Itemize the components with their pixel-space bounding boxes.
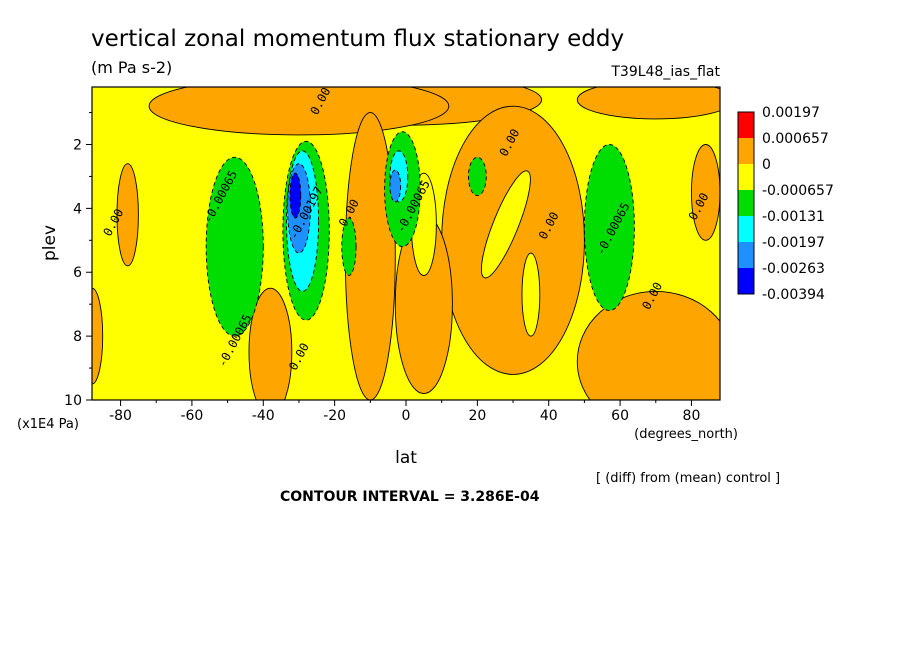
y-axis-label: plev: [40, 225, 60, 261]
x-axis-label: lat: [395, 448, 417, 468]
x-tick-label-8: 80: [683, 408, 701, 424]
contour-region-23: [389, 169, 402, 203]
y-tick-label-3: 8: [73, 329, 82, 345]
x-tick-label-5: 20: [468, 408, 486, 424]
legend-label-4: -0.00131: [762, 209, 825, 225]
x-tick-label-7: 60: [611, 408, 629, 424]
legend-frame: [737, 111, 755, 295]
x-tick-label-3: -20: [323, 408, 346, 424]
contour-region-8: [116, 163, 139, 267]
legend-label-3: -0.000657: [762, 183, 834, 199]
y-tick-label-1: 4: [73, 201, 82, 217]
chart-title: vertical zonal momentum flux stationary …: [91, 26, 624, 52]
contour-region-7: [248, 287, 293, 400]
legend-label-6: -0.00263: [762, 261, 825, 277]
x-tick-label-4: 0: [402, 408, 411, 424]
contour-interval: CONTOUR INTERVAL = 3.286E-04: [280, 489, 540, 505]
filled-contours: [92, 87, 720, 400]
contour-region-2: [576, 87, 720, 120]
legend-swatch-6: [738, 268, 754, 294]
diff-note: [ (diff) from (mean) control ]: [596, 471, 780, 486]
contour-region-14: [205, 156, 264, 337]
contour-region-17: [583, 144, 635, 312]
legend-label-2: 0: [762, 157, 771, 173]
x-axis: -80 -60 -40 -20 0 20 40 60 80: [109, 400, 700, 424]
contour-region-12: [481, 170, 531, 279]
color-legend: 0.00197 0.000657 0 -0.000657 -0.00131 -0.0019…: [737, 105, 834, 303]
legend-swatch-4: [738, 216, 754, 242]
contour-region-13: [521, 252, 541, 337]
legend-swatch-3: [738, 190, 754, 216]
legend-swatch-1: [738, 138, 754, 164]
x-tick-label-2: -40: [252, 408, 275, 424]
x-tick-label-0: -80: [109, 408, 132, 424]
contour-region-3: [576, 290, 720, 400]
x-tick-label-1: -60: [180, 408, 203, 424]
chart-subtitle: (m Pa s-2): [91, 58, 172, 77]
legend-swatch-5: [738, 242, 754, 268]
y-axis-units: (x1E4 Pa): [17, 417, 79, 432]
x-tick-label-6: 40: [540, 408, 558, 424]
y-tick-label-0: 2: [73, 137, 82, 153]
y-tick-label-2: 6: [73, 265, 82, 281]
legend-swatch-2: [738, 164, 754, 190]
contour-region-9: [691, 144, 720, 241]
contour-region-1: [148, 87, 450, 136]
run-label: T39L48_ias_flat: [610, 64, 720, 80]
legend-swatch-0: [738, 112, 754, 138]
legend-label-1: 0.000657: [762, 131, 829, 147]
y-tick-label-4: 10: [64, 393, 82, 409]
legend-label-7: -0.00394: [762, 287, 825, 303]
legend-label-0: 0.00197: [762, 105, 820, 121]
contour-region-18: [341, 217, 357, 276]
contour-region-19: [467, 156, 487, 197]
y-axis: 2 4 6 8 10: [64, 112, 92, 409]
x-axis-units: (degrees_north): [634, 427, 738, 442]
contour-region-24: [289, 172, 302, 219]
legend-label-5: -0.00197: [762, 235, 825, 251]
